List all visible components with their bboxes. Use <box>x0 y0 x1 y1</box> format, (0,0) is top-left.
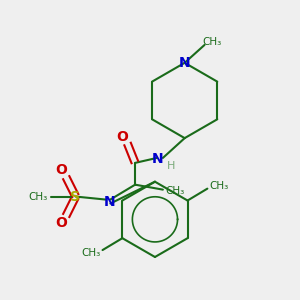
Text: N: N <box>179 56 190 70</box>
Text: CH₃: CH₃ <box>81 248 100 258</box>
Text: H: H <box>167 161 175 171</box>
Text: CH₃: CH₃ <box>165 186 184 196</box>
Text: CH₃: CH₃ <box>203 37 222 47</box>
Text: N: N <box>103 194 115 208</box>
Text: N: N <box>152 152 164 166</box>
Text: O: O <box>116 130 128 144</box>
Text: O: O <box>55 216 67 230</box>
Text: CH₃: CH₃ <box>210 181 229 191</box>
Text: S: S <box>70 190 80 204</box>
Text: CH₃: CH₃ <box>28 192 48 202</box>
Text: O: O <box>55 163 67 177</box>
